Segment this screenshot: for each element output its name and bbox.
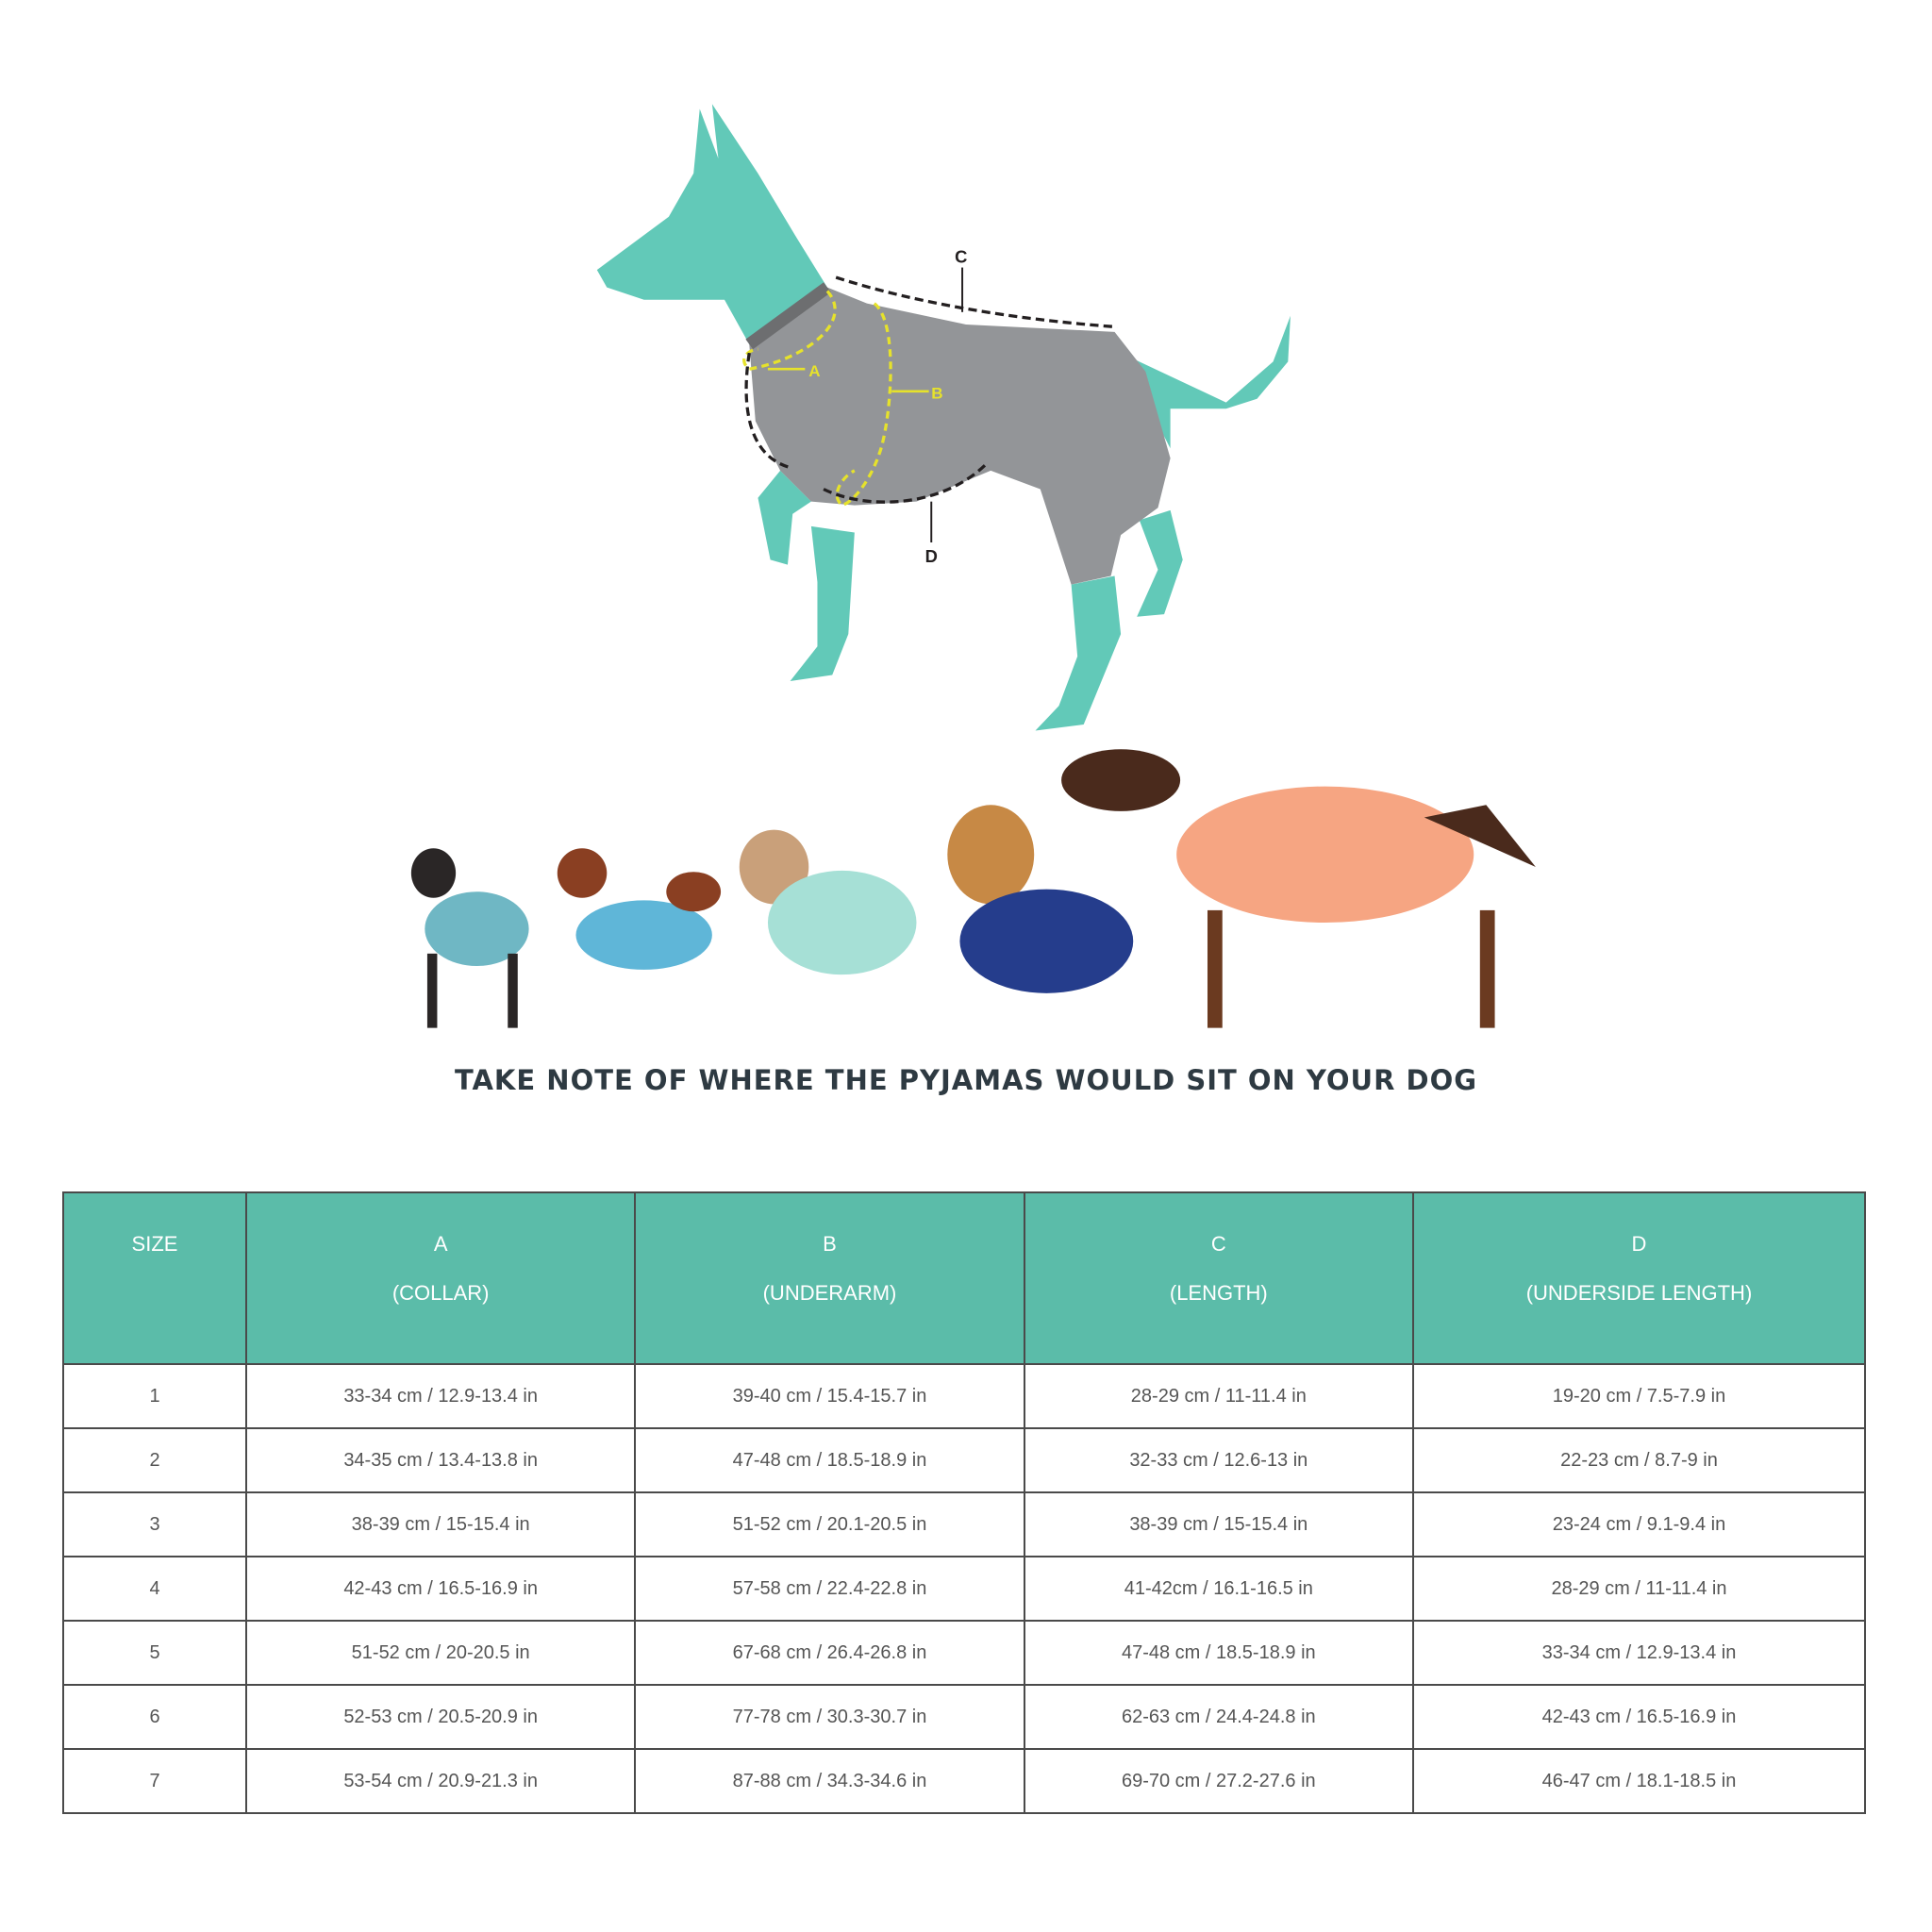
header-desc: (COLLAR) <box>391 1281 490 1305</box>
measurement-cell: 28-29 cm / 11-11.4 in <box>1023 1363 1414 1429</box>
measurement-cell: 28-29 cm / 11-11.4 in <box>1411 1556 1867 1622</box>
dog-photo-3 <box>739 829 917 975</box>
garment-shape <box>749 287 1171 585</box>
dog-photo-5 <box>1061 749 1536 1028</box>
measurement-cell: 51-52 cm / 20-20.5 in <box>244 1620 637 1686</box>
measurement-cell: 47-48 cm / 18.5-18.9 in <box>1023 1620 1414 1686</box>
measurement-cell: 33-34 cm / 12.9-13.4 in <box>1411 1620 1867 1686</box>
measurement-cell: 46-47 cm / 18.1-18.5 in <box>1411 1748 1867 1814</box>
header-letter: A <box>433 1232 448 1256</box>
label-a: A <box>808 362 820 380</box>
measurement-cell: 32-33 cm / 12.6-13 in <box>1023 1427 1414 1493</box>
measurement-cell: 34-35 cm / 13.4-13.8 in <box>244 1427 637 1493</box>
header-c: C (LENGTH) <box>1023 1191 1414 1365</box>
measurement-cell: 57-58 cm / 22.4-22.8 in <box>634 1556 1025 1622</box>
measurement-cell: 19-20 cm / 7.5-7.9 in <box>1411 1363 1867 1429</box>
header-letter: SIZE <box>131 1232 178 1256</box>
header-letter: D <box>1631 1232 1647 1256</box>
measurement-cell: 47-48 cm / 18.5-18.9 in <box>634 1427 1025 1493</box>
measurement-cell: 42-43 cm / 16.5-16.9 in <box>244 1556 637 1622</box>
measurement-cell: 38-39 cm / 15-15.4 in <box>244 1491 637 1557</box>
collar-guide <box>742 290 837 371</box>
table-row: 1 33-34 cm / 12.9-13.4 in 39-40 cm / 15.4-… <box>62 1363 1867 1429</box>
dog-photo-2 <box>557 848 722 970</box>
header-a: A (COLLAR) <box>244 1191 637 1365</box>
size-cell: 3 <box>62 1491 247 1557</box>
measurement-cell: 23-24 cm / 9.1-9.4 in <box>1411 1491 1867 1557</box>
label-b: B <box>931 385 942 403</box>
header-letter: B <box>823 1232 837 1256</box>
dog-photo-4 <box>947 805 1134 993</box>
chest-guide <box>744 352 793 470</box>
size-chart-table: SIZE A (COLLAR) B (UNDERARM) C (LENGTH) D (U… <box>62 1191 1867 1814</box>
header-size: SIZE <box>62 1191 247 1365</box>
measurement-cell: 42-43 cm / 16.5-16.9 in <box>1411 1684 1867 1750</box>
dog-silhouette <box>596 104 1291 731</box>
size-cell: 6 <box>62 1684 247 1750</box>
header-desc: (LENGTH) <box>1169 1281 1268 1305</box>
header-d: D (UNDERSIDE LENGTH) <box>1411 1191 1867 1365</box>
size-cell: 7 <box>62 1748 247 1814</box>
measurement-cell: 62-63 cm / 24.4-24.8 in <box>1023 1684 1414 1750</box>
measurement-cell: 39-40 cm / 15.4-15.7 in <box>634 1363 1025 1429</box>
table-row: 4 42-43 cm / 16.5-16.9 in 57-58 cm / 22.4-… <box>62 1556 1867 1622</box>
length-guide <box>835 275 1118 329</box>
header-letter: C <box>1210 1232 1226 1256</box>
dog-photos-row <box>410 749 1536 1028</box>
label-c: C <box>955 246 967 266</box>
header-b: B (UNDERARM) <box>634 1191 1025 1365</box>
measurement-cell: 87-88 cm / 34.3-34.6 in <box>634 1748 1025 1814</box>
measurement-cell: 51-52 cm / 20.1-20.5 in <box>634 1491 1025 1557</box>
size-cell: 2 <box>62 1427 247 1493</box>
dog-measurement-diagram: A B C D <box>410 104 1536 1028</box>
dog-photo-1 <box>410 848 529 1028</box>
table-row: 2 34-35 cm / 13.4-13.8 in 47-48 cm / 18.5-… <box>62 1427 1867 1493</box>
size-cell: 4 <box>62 1556 247 1622</box>
measurement-cell: 22-23 cm / 8.7-9 in <box>1411 1427 1867 1493</box>
size-cell: 5 <box>62 1620 247 1686</box>
header-desc: (UNDERSIDE LENGTH) <box>1525 1281 1753 1305</box>
underarm-guide <box>835 302 892 508</box>
measurement-cell: 53-54 cm / 20.9-21.3 in <box>244 1748 637 1814</box>
collar-cuff <box>745 282 831 350</box>
measurement-cell: 38-39 cm / 15-15.4 in <box>1023 1491 1414 1557</box>
measurement-cell: 33-34 cm / 12.9-13.4 in <box>244 1363 637 1429</box>
measurement-cell: 69-70 cm / 27.2-27.6 in <box>1023 1748 1414 1814</box>
measurement-cell: 77-78 cm / 30.3-30.7 in <box>634 1684 1025 1750</box>
table-row: 7 53-54 cm / 20.9-21.3 in 87-88 cm / 34.3-… <box>62 1748 1867 1814</box>
label-d: D <box>925 546 938 566</box>
size-cell: 1 <box>62 1363 247 1429</box>
table-row: 5 51-52 cm / 20-20.5 in 67-68 cm / 26.4-26… <box>62 1620 1867 1686</box>
table-row: 3 38-39 cm / 15-15.4 in 51-52 cm / 20.1-20… <box>62 1491 1867 1557</box>
table-header-row: SIZE A (COLLAR) B (UNDERARM) C (LENGTH) D (U… <box>62 1191 1867 1365</box>
measurement-cell: 67-68 cm / 26.4-26.8 in <box>634 1620 1025 1686</box>
table-row: 6 52-53 cm / 20.5-20.9 in 77-78 cm / 30.3-… <box>62 1684 1867 1750</box>
underside-guide <box>823 463 988 504</box>
header-desc: (UNDERARM) <box>762 1281 897 1305</box>
measurement-cell: 41-42cm / 16.1-16.5 in <box>1023 1556 1414 1622</box>
page-title: TAKE NOTE OF WHERE THE PYJAMAS WOULD SIT… <box>454 1064 1478 1096</box>
measurement-cell: 52-53 cm / 20.5-20.9 in <box>244 1684 637 1750</box>
